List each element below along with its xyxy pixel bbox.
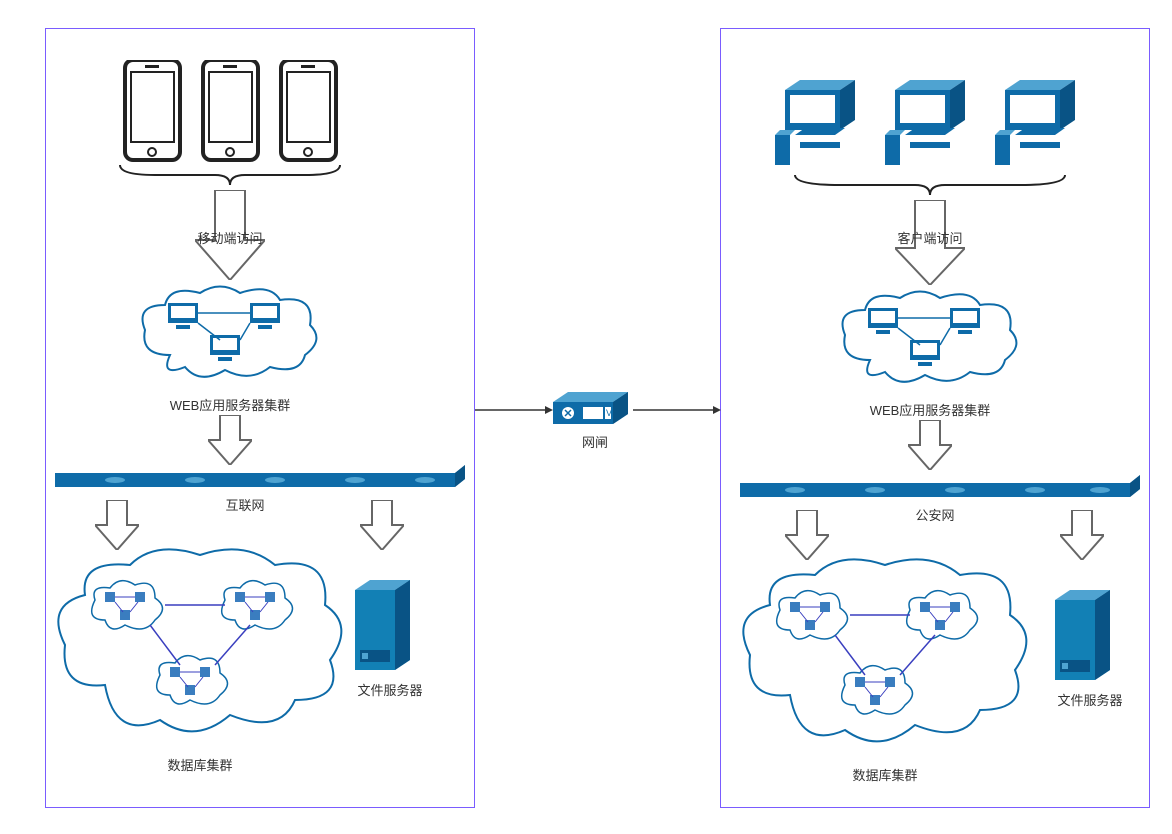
web-cluster-left-icon	[140, 285, 320, 395]
db-cluster-right-label: 数据库集群	[835, 765, 935, 784]
gateway-icon: V	[553, 390, 633, 430]
web-cluster-right-icon	[840, 290, 1020, 400]
line-left-to-gateway	[475, 405, 555, 415]
left-access-label: 移动端访问	[160, 228, 300, 247]
brace-left-icon	[115, 165, 345, 190]
db-cluster-left-label: 数据库集群	[150, 755, 250, 774]
phones-icon	[115, 60, 345, 170]
desktops-icon	[775, 80, 1085, 180]
web-cluster-left-label: WEB应用服务器集群	[155, 395, 305, 414]
diagram-canvas: 移动端访问 WEB应用服务器集群 互联网	[0, 0, 1172, 834]
file-server-left-icon	[355, 575, 415, 675]
line-gateway-to-right	[633, 405, 723, 415]
right-net-label: 公安网	[895, 505, 975, 524]
file-server-right-icon	[1055, 585, 1115, 685]
file-server-right-label: 文件服务器	[1045, 690, 1135, 709]
arrow-left-db-icon	[95, 500, 139, 550]
db-cluster-left-icon	[55, 545, 345, 745]
arrow-left-web-bar-icon	[208, 415, 252, 465]
right-access-label: 客户端访问	[860, 228, 1000, 247]
arrow-right-file-icon	[1060, 510, 1104, 560]
db-cluster-right-icon	[740, 555, 1030, 755]
svg-text:V: V	[606, 408, 612, 418]
web-cluster-right-label: WEB应用服务器集群	[855, 400, 1005, 419]
arrow-right-web-bar-icon	[908, 420, 952, 470]
brace-right-icon	[790, 175, 1070, 200]
left-network-bar-icon	[55, 465, 465, 495]
file-server-left-label: 文件服务器	[345, 680, 435, 699]
left-net-label: 互联网	[205, 495, 285, 514]
right-network-bar-icon	[740, 475, 1140, 505]
gateway-label: 网闸	[575, 432, 615, 451]
arrow-left-file-icon	[360, 500, 404, 550]
arrow-right-db-icon	[785, 510, 829, 560]
